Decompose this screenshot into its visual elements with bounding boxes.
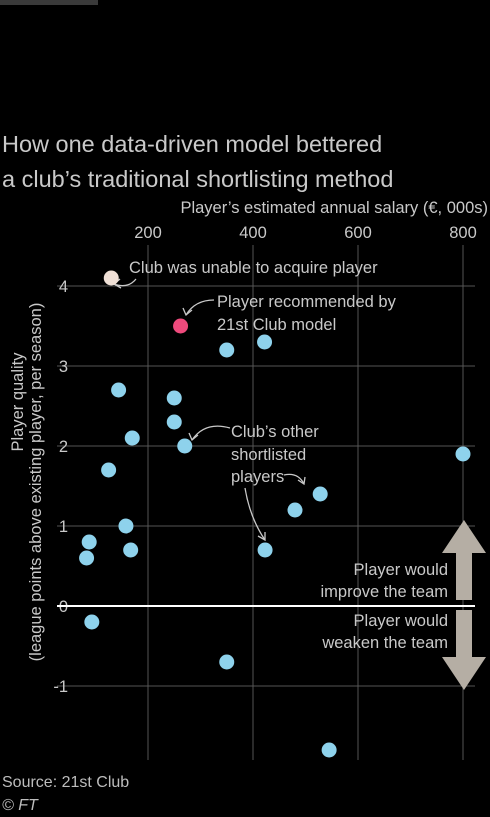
data-point	[111, 382, 127, 398]
annotation-arrows	[112, 278, 306, 542]
x-tick-labels: 200 400 600 800	[134, 224, 477, 242]
others-arrow-3-head	[297, 476, 306, 486]
y-axis-label-line-2: (league points above existing player, pe…	[27, 303, 45, 662]
x-tick-label: 600	[344, 224, 372, 242]
ft-credit: © FT	[2, 797, 38, 814]
y-tick-label: -1	[53, 678, 68, 696]
recommended-arrowhead	[182, 307, 193, 317]
y-tick-labels: 43210-1	[53, 278, 68, 696]
annotation-improve-line-1: Player would	[354, 561, 448, 579]
data-point	[257, 334, 273, 350]
annotation-others-line-1: Club’s other	[231, 423, 319, 441]
annotation-weaken-line-1: Player would	[354, 612, 448, 630]
x-tick-label: 200	[134, 224, 162, 242]
source-note: Source: 21st Club	[2, 774, 130, 791]
data-points	[79, 270, 471, 758]
data-point	[166, 390, 182, 406]
recommended-arrow	[185, 299, 215, 316]
y-tick-label: 1	[59, 518, 68, 536]
others-arrow-1	[191, 425, 231, 441]
data-point	[177, 438, 193, 454]
y-tick-label: 3	[59, 358, 68, 376]
up-arrow	[442, 520, 486, 600]
data-point	[124, 430, 140, 446]
data-point	[81, 534, 97, 550]
annotation-unable: Club was unable to acquire player	[129, 259, 378, 277]
x-axis-label: Player’s estimated annual salary (€, 000…	[180, 199, 488, 217]
data-point	[219, 654, 235, 670]
data-point	[173, 318, 189, 334]
data-point	[103, 270, 119, 286]
title-line-2: a club’s traditional shortlisting method	[2, 165, 394, 192]
annotation-others-line-3: players	[231, 468, 284, 486]
data-point	[84, 614, 100, 630]
y-tick-label: 4	[59, 278, 68, 296]
data-point	[118, 518, 134, 534]
data-point	[101, 462, 117, 478]
annotation-others-line-2: shortlisted	[231, 446, 306, 464]
y-axis-label-line-1: Player quality	[9, 352, 27, 452]
x-tick-label: 400	[239, 224, 267, 242]
data-point	[312, 486, 328, 502]
annotation-recommended-line-2: 21st Club model	[217, 316, 336, 334]
top-bar	[0, 0, 98, 5]
data-point	[79, 550, 95, 566]
improve-weaken-arrow	[442, 520, 486, 690]
others-arrow-1-head	[188, 432, 199, 442]
data-point	[455, 446, 471, 462]
others-arrow-2	[244, 487, 266, 541]
data-point	[257, 542, 273, 558]
y-tick-label: 2	[59, 438, 68, 456]
annotation-recommended-line-1: Player recommended by	[217, 293, 397, 311]
down-arrow	[442, 610, 486, 690]
data-point	[321, 742, 337, 758]
x-tick-label: 800	[449, 224, 477, 242]
annotation-improve-line-2: improve the team	[321, 583, 448, 601]
data-point	[219, 342, 235, 358]
chart-title: How one data-driven model bettered a clu…	[2, 127, 488, 197]
data-point	[123, 542, 139, 558]
others-arrow-3	[283, 473, 305, 485]
data-point	[166, 414, 182, 430]
data-point	[287, 502, 303, 518]
title-line-1: How one data-driven model bettered	[2, 130, 383, 157]
annotation-weaken-line-2: weaken the team	[321, 634, 448, 652]
others-arrow-2-head	[257, 532, 266, 542]
